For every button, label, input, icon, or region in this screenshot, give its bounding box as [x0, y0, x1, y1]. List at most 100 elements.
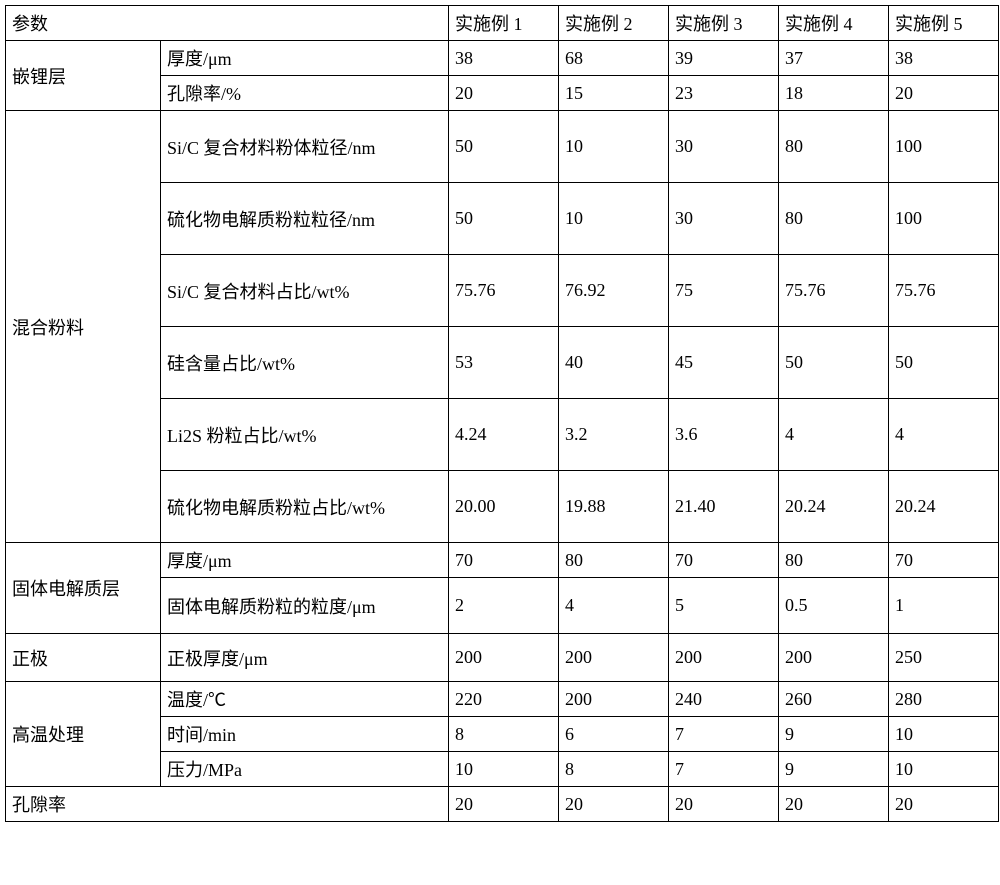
- cell: 38: [889, 41, 999, 76]
- table-row: 高温处理 温度/℃ 220 200 240 260 280: [6, 682, 999, 717]
- cell: 3.2: [559, 399, 669, 471]
- cell: 75.76: [779, 255, 889, 327]
- cell: 200: [669, 634, 779, 682]
- cell: 38: [449, 41, 559, 76]
- header-ex3: 实施例 3: [669, 6, 779, 41]
- cell: 4: [889, 399, 999, 471]
- cell: 20.00: [449, 471, 559, 543]
- table-row: 孔隙率 20 20 20 20 20: [6, 787, 999, 822]
- table-row: 嵌锂层 厚度/μm 38 68 39 37 38: [6, 41, 999, 76]
- table-row: 正极 正极厚度/μm 200 200 200 200 250: [6, 634, 999, 682]
- cell: 37: [779, 41, 889, 76]
- cell: 20: [559, 787, 669, 822]
- cell: 20: [889, 787, 999, 822]
- row-label: 硫化物电解质粉粒占比/wt%: [161, 471, 449, 543]
- header-ex5: 实施例 5: [889, 6, 999, 41]
- cell: 10: [559, 183, 669, 255]
- header-param: 参数: [6, 6, 449, 41]
- row-label: 硅含量占比/wt%: [161, 327, 449, 399]
- cell: 18: [779, 76, 889, 111]
- cell: 70: [669, 543, 779, 578]
- group-label: 孔隙率: [6, 787, 449, 822]
- cell: 70: [449, 543, 559, 578]
- cell: 40: [559, 327, 669, 399]
- row-label: 孔隙率/%: [161, 76, 449, 111]
- cell: 0.5: [779, 578, 889, 634]
- cell: 200: [449, 634, 559, 682]
- group-label: 正极: [6, 634, 161, 682]
- cell: 4: [559, 578, 669, 634]
- cell: 4: [779, 399, 889, 471]
- cell: 100: [889, 183, 999, 255]
- table-row: 混合粉料 Si/C 复合材料粉体粒径/nm 50 10 30 80 100: [6, 111, 999, 183]
- cell: 7: [669, 752, 779, 787]
- cell: 80: [779, 111, 889, 183]
- cell: 2: [449, 578, 559, 634]
- cell: 200: [559, 682, 669, 717]
- cell: 75: [669, 255, 779, 327]
- cell: 200: [779, 634, 889, 682]
- cell: 200: [559, 634, 669, 682]
- row-label: 固体电解质粉粒的粒度/μm: [161, 578, 449, 634]
- cell: 23: [669, 76, 779, 111]
- cell: 80: [779, 183, 889, 255]
- table-row: 固体电解质层 厚度/μm 70 80 70 80 70: [6, 543, 999, 578]
- group-label: 固体电解质层: [6, 543, 161, 634]
- cell: 240: [669, 682, 779, 717]
- cell: 19.88: [559, 471, 669, 543]
- header-row: 参数 实施例 1 实施例 2 实施例 3 实施例 4 实施例 5: [6, 6, 999, 41]
- cell: 15: [559, 76, 669, 111]
- cell: 45: [669, 327, 779, 399]
- row-label: Li2S 粉粒占比/wt%: [161, 399, 449, 471]
- cell: 21.40: [669, 471, 779, 543]
- cell: 10: [889, 717, 999, 752]
- cell: 9: [779, 717, 889, 752]
- cell: 68: [559, 41, 669, 76]
- cell: 30: [669, 111, 779, 183]
- cell: 3.6: [669, 399, 779, 471]
- cell: 70: [889, 543, 999, 578]
- cell: 76.92: [559, 255, 669, 327]
- cell: 5: [669, 578, 779, 634]
- cell: 20.24: [889, 471, 999, 543]
- cell: 4.24: [449, 399, 559, 471]
- row-label: Si/C 复合材料粉体粒径/nm: [161, 111, 449, 183]
- cell: 80: [559, 543, 669, 578]
- cell: 20: [779, 787, 889, 822]
- group-label: 高温处理: [6, 682, 161, 787]
- parameters-table: 参数 实施例 1 实施例 2 实施例 3 实施例 4 实施例 5 嵌锂层 厚度/…: [5, 5, 999, 822]
- cell: 50: [779, 327, 889, 399]
- cell: 20.24: [779, 471, 889, 543]
- cell: 80: [779, 543, 889, 578]
- row-label: 温度/℃: [161, 682, 449, 717]
- row-label: 压力/MPa: [161, 752, 449, 787]
- header-ex2: 实施例 2: [559, 6, 669, 41]
- row-label: 厚度/μm: [161, 543, 449, 578]
- group-label: 嵌锂层: [6, 41, 161, 111]
- cell: 10: [449, 752, 559, 787]
- cell: 75.76: [889, 255, 999, 327]
- cell: 280: [889, 682, 999, 717]
- cell: 20: [449, 787, 559, 822]
- cell: 9: [779, 752, 889, 787]
- cell: 20: [669, 787, 779, 822]
- cell: 6: [559, 717, 669, 752]
- cell: 100: [889, 111, 999, 183]
- cell: 50: [449, 183, 559, 255]
- cell: 20: [889, 76, 999, 111]
- cell: 8: [449, 717, 559, 752]
- cell: 39: [669, 41, 779, 76]
- cell: 8: [559, 752, 669, 787]
- header-ex1: 实施例 1: [449, 6, 559, 41]
- cell: 220: [449, 682, 559, 717]
- cell: 7: [669, 717, 779, 752]
- row-label: 时间/min: [161, 717, 449, 752]
- cell: 50: [449, 111, 559, 183]
- cell: 53: [449, 327, 559, 399]
- row-label: 厚度/μm: [161, 41, 449, 76]
- row-label: 正极厚度/μm: [161, 634, 449, 682]
- row-label: Si/C 复合材料占比/wt%: [161, 255, 449, 327]
- cell: 1: [889, 578, 999, 634]
- group-label: 混合粉料: [6, 111, 161, 543]
- cell: 20: [449, 76, 559, 111]
